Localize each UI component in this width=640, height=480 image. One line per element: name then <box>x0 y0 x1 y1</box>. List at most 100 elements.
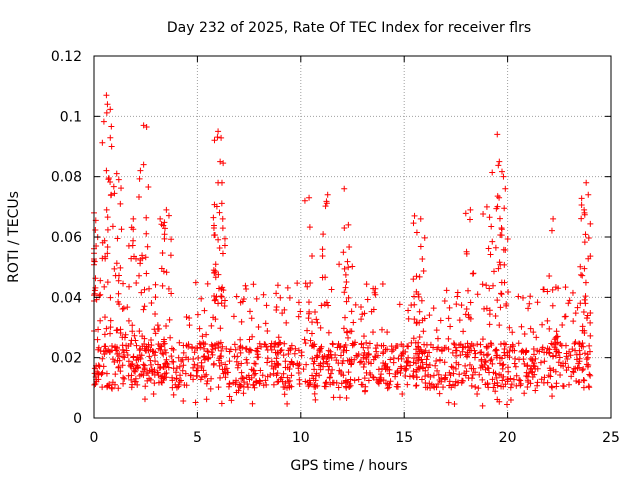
data-point <box>527 380 534 387</box>
data-point <box>374 342 381 349</box>
data-point <box>151 352 158 359</box>
data-point <box>316 372 323 379</box>
data-point <box>534 379 541 386</box>
data-point <box>458 379 465 386</box>
data-point <box>203 371 210 378</box>
data-point <box>365 359 372 366</box>
data-point <box>170 358 177 365</box>
data-point <box>162 349 169 356</box>
data-point <box>322 203 329 210</box>
data-point <box>586 384 593 391</box>
data-point <box>470 270 477 277</box>
data-point <box>434 367 441 374</box>
data-point <box>487 357 494 364</box>
data-point <box>246 336 253 343</box>
data-point <box>341 225 348 232</box>
data-point <box>544 288 551 295</box>
data-point <box>102 347 109 354</box>
data-point <box>218 293 225 300</box>
data-point <box>165 364 172 371</box>
data-point <box>548 340 555 347</box>
data-point <box>517 380 524 387</box>
data-point <box>413 368 420 375</box>
data-point <box>163 269 170 276</box>
data-point <box>114 357 121 364</box>
data-point <box>519 347 526 354</box>
data-point <box>581 209 588 216</box>
data-point <box>322 380 329 387</box>
data-point <box>499 362 506 369</box>
x-axis-label: GPS time / hours <box>290 458 407 474</box>
data-point <box>218 359 225 366</box>
data-point <box>101 237 108 244</box>
data-point <box>149 348 156 355</box>
data-point <box>462 311 469 318</box>
data-point <box>243 286 250 293</box>
data-point <box>271 344 278 351</box>
data-point <box>313 354 320 361</box>
data-point <box>413 229 420 236</box>
data-point <box>382 346 389 353</box>
data-point <box>251 384 258 391</box>
data-point <box>175 354 182 361</box>
data-point <box>208 349 215 356</box>
data-point <box>281 391 288 398</box>
data-point <box>301 197 308 204</box>
data-point <box>504 236 511 243</box>
data-point <box>560 383 567 390</box>
data-point <box>263 302 270 309</box>
data-point <box>251 367 258 374</box>
data-point <box>191 349 198 356</box>
data-point <box>580 365 587 372</box>
data-point <box>578 202 585 209</box>
data-point <box>496 215 503 222</box>
data-point <box>581 265 588 272</box>
data-point <box>434 335 441 342</box>
data-point <box>483 282 490 289</box>
data-point <box>416 308 423 315</box>
data-point <box>270 370 277 377</box>
data-point <box>309 342 316 349</box>
data-point <box>212 274 219 281</box>
data-point <box>322 274 329 281</box>
data-point <box>527 325 534 332</box>
data-point <box>305 383 312 390</box>
data-point <box>585 383 592 390</box>
data-point <box>507 396 514 403</box>
data-point <box>570 369 577 376</box>
data-point <box>200 353 207 360</box>
data-point <box>563 367 570 374</box>
data-point <box>465 287 472 294</box>
data-point <box>274 379 281 386</box>
data-point <box>282 364 289 371</box>
data-point <box>176 339 183 346</box>
data-point <box>541 358 548 365</box>
data-point <box>306 224 313 231</box>
data-point <box>178 358 185 365</box>
data-point <box>453 347 460 354</box>
data-point <box>196 325 203 332</box>
data-point <box>582 300 589 307</box>
data-point <box>226 393 233 400</box>
data-point <box>252 370 259 377</box>
data-point <box>404 359 411 366</box>
data-point <box>508 381 515 388</box>
data-point <box>467 206 474 213</box>
y-tick-label: 0.06 <box>51 230 82 246</box>
data-point <box>311 341 318 348</box>
data-point <box>426 312 433 319</box>
data-point <box>372 345 379 352</box>
data-point <box>362 387 369 394</box>
data-point <box>373 376 380 383</box>
data-point <box>284 284 291 291</box>
data-point <box>524 377 531 384</box>
data-point <box>191 361 198 368</box>
data-point <box>163 356 170 363</box>
data-point <box>513 382 520 389</box>
data-point <box>410 276 417 283</box>
data-point <box>568 373 575 380</box>
data-point <box>524 384 531 391</box>
data-point <box>120 374 127 381</box>
data-point <box>129 328 136 335</box>
